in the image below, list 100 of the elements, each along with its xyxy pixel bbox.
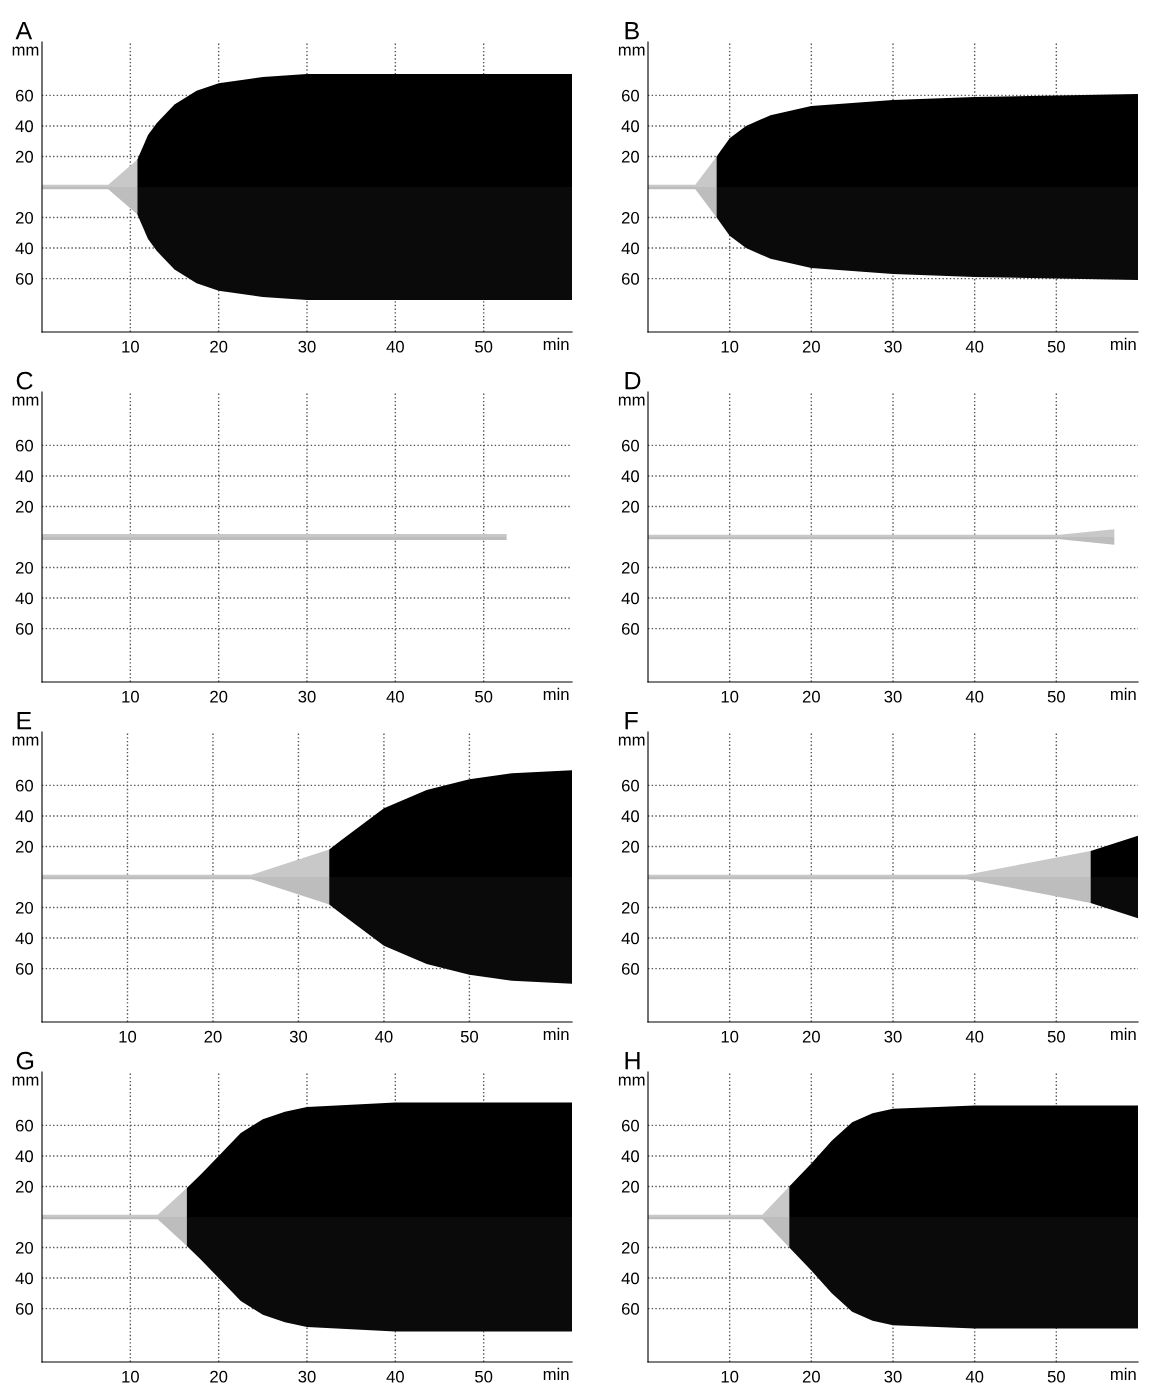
y-tick-label: 40 bbox=[621, 242, 640, 255]
y-tick-label: 40 bbox=[15, 470, 34, 483]
y-tick-label: 20 bbox=[15, 500, 34, 513]
y-tick-label: 60 bbox=[621, 272, 640, 285]
x-tick-label: 10 bbox=[122, 690, 139, 703]
chart-title: E bbox=[17, 712, 32, 730]
x-tick-label: 40 bbox=[375, 1030, 393, 1043]
y-tick-label: 20 bbox=[621, 561, 640, 574]
chart-title: H bbox=[625, 1052, 640, 1070]
y-axis-title: mm bbox=[12, 1076, 39, 1086]
x-tick-label: 40 bbox=[386, 690, 404, 703]
x-tick-label: 30 bbox=[884, 690, 902, 703]
x-axis-title: min bbox=[1110, 1027, 1136, 1040]
x-tick-label: 50 bbox=[1047, 1370, 1065, 1383]
y-tick-label: 20 bbox=[621, 840, 640, 853]
y-tick-label: 20 bbox=[15, 1180, 34, 1193]
y-tick-label: 40 bbox=[15, 242, 34, 255]
y-tick-label: 20 bbox=[15, 561, 34, 574]
x-tick-label: 20 bbox=[802, 1370, 820, 1383]
x-axis-title: min bbox=[543, 687, 569, 700]
y-axis-title: mm bbox=[12, 736, 39, 746]
x-tick-label: 10 bbox=[721, 1370, 739, 1383]
y-tick-label: 20 bbox=[15, 211, 34, 224]
x-tick-label: 10 bbox=[721, 1030, 739, 1043]
chart-title: D bbox=[625, 372, 641, 390]
x-tick-label: 40 bbox=[965, 340, 984, 353]
y-tick-label: 60 bbox=[15, 962, 34, 975]
x-axis-title: min bbox=[543, 1027, 569, 1040]
y-tick-label: 20 bbox=[15, 840, 34, 853]
x-tick-label: 30 bbox=[298, 340, 316, 353]
x-axis-title: min bbox=[543, 337, 569, 350]
y-tick-label: 40 bbox=[621, 592, 640, 605]
x-tick-label: 30 bbox=[289, 1030, 308, 1043]
y-axis-title: mm bbox=[618, 46, 645, 56]
y-tick-label: 40 bbox=[15, 592, 34, 605]
x-tick-label: 40 bbox=[965, 1030, 984, 1043]
y-tick-label: 60 bbox=[621, 622, 640, 635]
y-tick-label: 20 bbox=[621, 1241, 640, 1254]
y-tick-label: 40 bbox=[621, 810, 640, 823]
y-tick-label: 40 bbox=[621, 470, 640, 483]
y-tick-label: 20 bbox=[15, 150, 34, 163]
x-tick-label: 50 bbox=[475, 340, 493, 353]
y-axis-title: mm bbox=[618, 1076, 645, 1086]
y-tick-label: 40 bbox=[15, 1150, 34, 1163]
y-tick-label: 20 bbox=[621, 500, 640, 513]
y-tick-label: 20 bbox=[621, 150, 640, 163]
y-tick-label: 40 bbox=[621, 120, 640, 133]
x-tick-label: 50 bbox=[1047, 1030, 1065, 1043]
x-tick-label: 40 bbox=[965, 1370, 984, 1383]
chart-title: B bbox=[625, 22, 639, 40]
x-tick-label: 20 bbox=[802, 1030, 820, 1043]
chart-title: A bbox=[15, 22, 33, 40]
x-tick-label: 40 bbox=[386, 340, 404, 353]
y-tick-label: 60 bbox=[621, 1119, 640, 1132]
x-tick-label: 10 bbox=[122, 1370, 139, 1383]
y-tick-label: 60 bbox=[15, 272, 34, 285]
x-tick-label: 30 bbox=[884, 340, 902, 353]
x-tick-label: 50 bbox=[475, 690, 493, 703]
y-tick-label: 60 bbox=[621, 779, 640, 792]
x-axis-title: min bbox=[1110, 337, 1136, 350]
x-tick-label: 30 bbox=[884, 1030, 902, 1043]
x-tick-label: 30 bbox=[298, 690, 316, 703]
x-tick-label: 20 bbox=[210, 1370, 228, 1383]
y-tick-label: 20 bbox=[15, 901, 34, 914]
y-tick-label: 60 bbox=[15, 89, 34, 102]
y-tick-label: 20 bbox=[621, 211, 640, 224]
y-tick-label: 20 bbox=[15, 1241, 34, 1254]
x-tick-label: 10 bbox=[119, 1030, 137, 1043]
x-axis-title: min bbox=[543, 1367, 569, 1380]
x-tick-label: 50 bbox=[460, 1030, 479, 1043]
y-tick-label: 20 bbox=[621, 901, 640, 914]
x-tick-label: 50 bbox=[1047, 690, 1065, 703]
y-tick-label: 40 bbox=[621, 1272, 640, 1285]
x-axis-title: min bbox=[1110, 687, 1136, 700]
y-axis-title: mm bbox=[12, 396, 39, 406]
x-tick-label: 30 bbox=[884, 1370, 902, 1383]
chart-title: G bbox=[16, 1051, 34, 1070]
y-tick-label: 40 bbox=[15, 810, 34, 823]
chart-title: F bbox=[625, 712, 638, 730]
y-axis-title: mm bbox=[12, 46, 39, 56]
y-tick-label: 40 bbox=[15, 932, 34, 945]
y-tick-label: 60 bbox=[621, 1302, 640, 1315]
x-tick-label: 40 bbox=[965, 690, 984, 703]
chart-title: C bbox=[16, 371, 33, 390]
y-tick-label: 20 bbox=[621, 1180, 640, 1193]
x-tick-label: 40 bbox=[386, 1370, 404, 1383]
y-tick-label: 40 bbox=[621, 1150, 640, 1163]
x-tick-label: 10 bbox=[721, 340, 739, 353]
y-tick-label: 40 bbox=[15, 120, 34, 133]
x-tick-label: 20 bbox=[210, 690, 228, 703]
y-tick-label: 60 bbox=[621, 89, 640, 102]
x-tick-label: 20 bbox=[210, 340, 228, 353]
y-tick-label: 60 bbox=[621, 962, 640, 975]
x-axis-title: min bbox=[1110, 1367, 1136, 1380]
y-tick-label: 60 bbox=[15, 622, 34, 635]
y-tick-label: 60 bbox=[15, 1119, 34, 1132]
x-tick-label: 50 bbox=[475, 1370, 493, 1383]
x-tick-label: 20 bbox=[802, 340, 820, 353]
y-tick-label: 60 bbox=[15, 779, 34, 792]
x-tick-label: 10 bbox=[122, 340, 139, 353]
